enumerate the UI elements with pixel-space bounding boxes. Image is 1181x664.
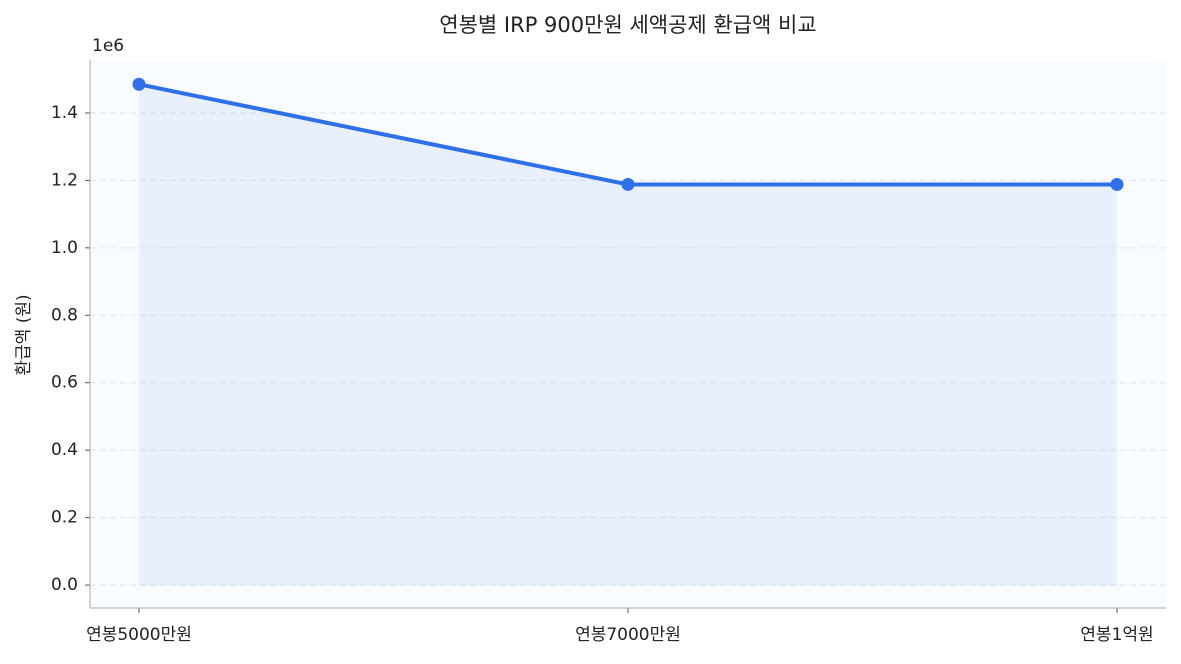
plot-area bbox=[90, 60, 1166, 608]
y-tick-label: 0.2 bbox=[51, 508, 78, 528]
point bbox=[132, 77, 146, 91]
x-tick-label: 연봉1억원 bbox=[1080, 625, 1153, 645]
chart-title: 연봉별 IRP 900만원 세액공제 환급액 비교 bbox=[439, 13, 816, 37]
y-tick-label: 1.4 bbox=[51, 103, 78, 123]
area bbox=[139, 84, 1117, 586]
y-tick-label: 0.8 bbox=[51, 305, 78, 325]
y-offset-label: 1e6 bbox=[92, 36, 124, 56]
point bbox=[621, 177, 635, 191]
x-tick-label: 연봉7000만원 bbox=[575, 625, 681, 645]
y-tick-label: 1.0 bbox=[51, 238, 78, 258]
y-tick-label: 0.0 bbox=[51, 575, 78, 595]
y-tick-label: 1.2 bbox=[51, 170, 78, 190]
x-tick-label: 연봉5000만원 bbox=[86, 625, 192, 645]
y-axis-label: 환급액 (원) bbox=[14, 294, 34, 375]
y-tick-label: 0.4 bbox=[51, 440, 78, 460]
y-tick-label: 0.6 bbox=[51, 373, 78, 393]
point bbox=[1110, 177, 1124, 191]
